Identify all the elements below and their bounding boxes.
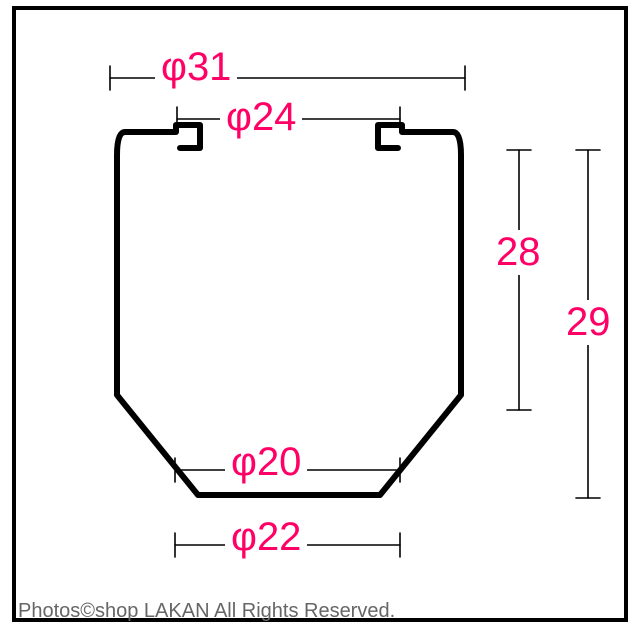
dim-label-d20: φ20	[225, 440, 307, 485]
dim-label-h28: 28	[490, 230, 547, 275]
copyright-text: Photos©shop LAKAN All Rights Reserved.	[18, 600, 395, 623]
diagram-svg	[0, 0, 640, 640]
dim-label-d22: φ22	[225, 515, 307, 560]
dim-label-d24: φ24	[220, 95, 302, 140]
dim-label-d31: φ31	[155, 45, 237, 90]
dim-label-h29: 29	[560, 300, 617, 345]
